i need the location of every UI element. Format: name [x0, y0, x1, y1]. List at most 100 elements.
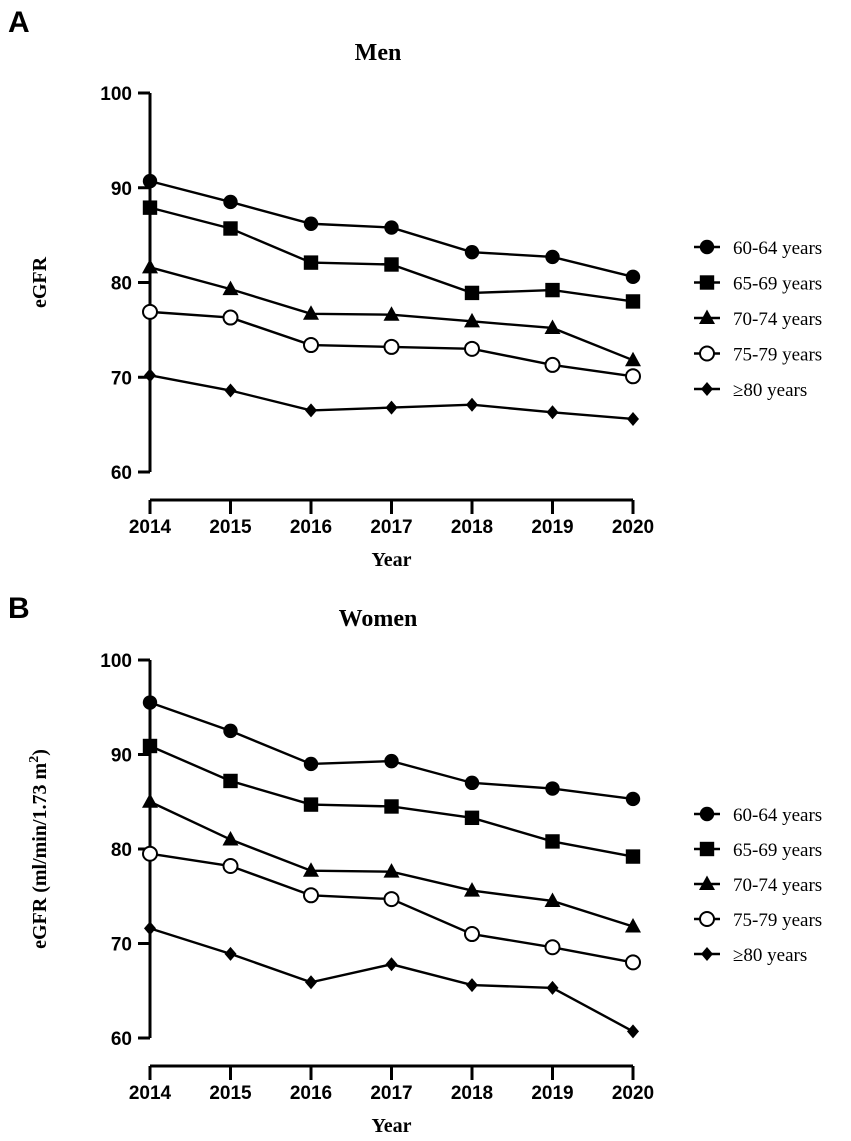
data-point-s3-2019 [544, 319, 561, 334]
data-point-s2-2020 [625, 294, 641, 309]
data-point-s2-2016 [303, 255, 319, 270]
data-point-s3-2014 [142, 258, 158, 274]
data-point-s5-2019 [546, 980, 559, 995]
data-point-s5-2017 [385, 400, 398, 415]
x-tick-label: 2014 [129, 1083, 172, 1104]
data-point-s5-2019 [546, 405, 559, 420]
y-tick-label: 100 [100, 84, 132, 105]
data-point-s4-2014 [142, 845, 158, 862]
legend-marker [701, 382, 713, 396]
data-point-s3-2020 [625, 917, 641, 933]
data-point-s2-2019 [545, 834, 560, 849]
data-point-s2-2018 [464, 810, 480, 826]
chart-title: Men [355, 40, 402, 66]
data-point-s5-2015 [224, 383, 237, 398]
y-tick-label: 90 [111, 179, 132, 200]
data-point-s3-2015 [222, 831, 239, 846]
data-point-s2-2014 [142, 200, 158, 215]
data-point-s4-2015 [222, 309, 239, 326]
data-point-s1-2020 [625, 269, 641, 285]
data-point-s1-2018 [464, 775, 480, 791]
data-point-s4-2019 [544, 939, 561, 956]
y-tick-label: 80 [111, 274, 132, 295]
legend-marker [699, 841, 715, 857]
y-tick-label: 80 [111, 840, 132, 861]
data-point-s3-2017 [383, 863, 400, 878]
x-tick-label: 2014 [129, 517, 172, 538]
chart-title: Women [339, 606, 418, 632]
data-point-s4-2014 [142, 303, 158, 320]
x-tick-label: 2018 [451, 1083, 493, 1104]
legend-label: 65-69 years [733, 840, 822, 861]
legend-label: 70-74 years [733, 309, 822, 330]
data-point-s4-2018 [464, 926, 480, 943]
data-point-s4-2016 [303, 887, 319, 904]
legend-marker [699, 275, 715, 290]
x-tick-label: 2018 [451, 517, 493, 538]
x-tick-label: 2015 [209, 517, 252, 538]
y-tick-label: 60 [111, 1029, 132, 1050]
data-point-s5-2020 [627, 1024, 639, 1039]
legend-marker [699, 875, 715, 890]
legend-label: 75-79 years [733, 910, 822, 931]
data-point-s4-2020 [625, 954, 641, 971]
chart-panel-a: A Men 60 70 80 90 100 2014 2015 2016 2017 2018 2019 2… [8, 6, 822, 571]
x-axis-label: Year [372, 1115, 412, 1137]
data-point-s5-2014 [144, 368, 156, 383]
data-point-s2-2015 [223, 773, 238, 789]
y-axis-label-main: eGFR (ml/min/1.73 m [29, 762, 51, 948]
y-axis-label-end: ) [29, 749, 51, 756]
data-point-s3-2020 [625, 351, 641, 367]
data-point-s2-2016 [303, 797, 319, 812]
data-point-s3-2017 [383, 306, 400, 321]
data-point-s2-2019 [545, 282, 560, 298]
x-tick-label: 2020 [612, 1083, 654, 1104]
data-point-s3-2015 [222, 280, 239, 296]
data-point-s3-2016 [303, 305, 319, 320]
x-tick-label: 2020 [612, 517, 654, 538]
data-point-s1-2016 [303, 756, 319, 772]
legend-label: 75-79 years [733, 345, 822, 366]
legend-label: ≥80 years [733, 945, 807, 966]
data-point-s1-2019 [545, 781, 560, 796]
data-point-s1-2015 [223, 194, 238, 210]
legend-marker [701, 947, 713, 961]
y-axis-label-main: eGFR [29, 256, 51, 308]
data-point-s3-2014 [142, 793, 158, 808]
y-axis-label-superscript: 2 [27, 756, 42, 763]
data-point-s4-2015 [222, 858, 239, 875]
legend-label: 60-64 years [733, 805, 822, 826]
data-point-s2-2017 [384, 799, 399, 814]
data-point-s1-2017 [384, 753, 399, 769]
data-point-s3-2018 [464, 882, 480, 897]
legend-label: ≥80 years [733, 380, 807, 401]
data-point-s1-2014 [142, 695, 158, 710]
data-point-s4-2017 [383, 338, 400, 355]
data-point-s2-2018 [464, 285, 480, 301]
data-point-s5-2020 [627, 411, 639, 426]
series-line-5 [149, 927, 634, 1033]
chart-panel-b: B Women 60 70 80 90 100 2014 2015 2016 2017 2018 201… [8, 592, 822, 1137]
data-point-s5-2015 [224, 946, 237, 961]
data-point-s4-2020 [625, 368, 641, 385]
legend-marker [699, 309, 715, 324]
data-point-s3-2016 [303, 862, 319, 877]
y-axis-label: eGFR (ml/min/1.73 m2) [27, 749, 51, 949]
data-point-s1-2020 [625, 791, 641, 807]
x-tick-label: 2017 [370, 1083, 412, 1104]
panel-label: B [8, 592, 30, 625]
y-tick-label: 70 [111, 368, 132, 389]
data-point-s2-2020 [625, 849, 641, 864]
x-tick-label: 2016 [290, 517, 332, 538]
data-point-s1-2017 [384, 220, 399, 235]
data-point-s1-2014 [142, 173, 158, 189]
y-tick-label: 90 [111, 746, 132, 767]
data-point-s5-2018 [466, 978, 478, 993]
data-point-s2-2014 [142, 738, 158, 754]
y-tick-label: 100 [100, 651, 132, 672]
data-point-s5-2016 [305, 975, 317, 990]
legend-marker [699, 806, 715, 822]
data-point-s5-2017 [385, 957, 398, 972]
data-point-s3-2019 [544, 892, 561, 907]
y-tick-label: 60 [111, 463, 132, 484]
